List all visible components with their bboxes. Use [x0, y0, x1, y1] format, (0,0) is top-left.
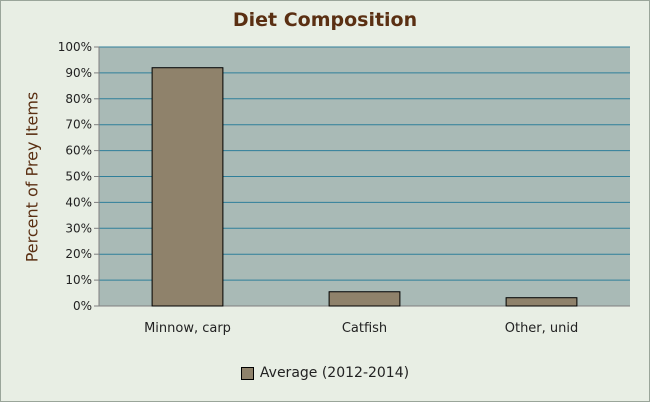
legend: Average (2012-2014) [1, 365, 649, 381]
bar [328, 291, 401, 307]
x-category-label: Minnow, carp [144, 321, 231, 336]
bar [505, 297, 578, 307]
legend-label: Average (2012-2014) [259, 365, 410, 381]
y-tick-label: 20% [65, 247, 92, 261]
y-tick-label: 30% [65, 221, 92, 235]
y-tick-label: 0% [73, 299, 92, 313]
y-tick-label: 70% [65, 118, 92, 132]
bar [151, 67, 224, 307]
chart-title: Diet Composition [232, 9, 418, 31]
legend-swatch [240, 366, 254, 380]
x-category-label: Other, unid [505, 321, 579, 336]
y-tick-label: 100% [58, 40, 92, 54]
y-tick-label: 60% [65, 144, 92, 158]
y-tick-label: 90% [65, 66, 92, 80]
y-tick-label: 50% [65, 170, 92, 184]
y-tick-label: 80% [65, 92, 92, 106]
x-category-label: Catfish [342, 321, 387, 336]
y-tick-label: 40% [65, 195, 92, 209]
y-tick-label: 10% [65, 273, 92, 287]
